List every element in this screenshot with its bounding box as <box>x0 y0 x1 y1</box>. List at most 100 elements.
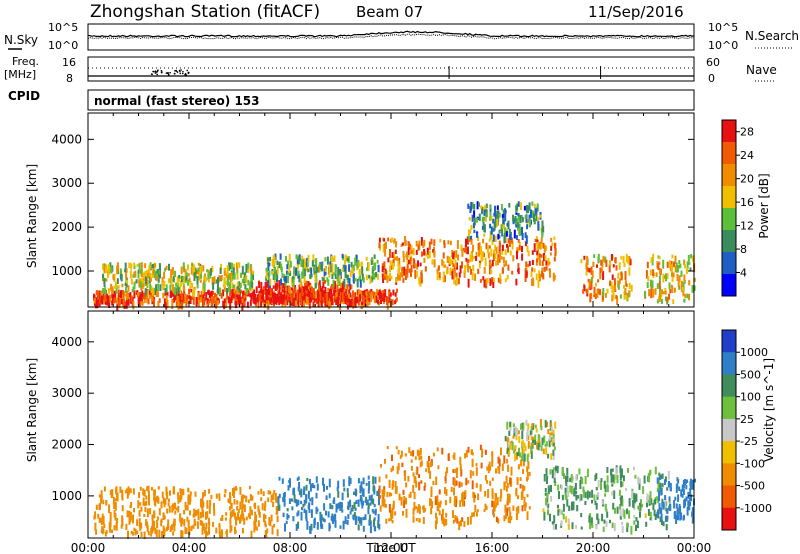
scatter-cell <box>260 488 263 495</box>
scatter-cell <box>647 472 650 482</box>
scatter-cell <box>552 429 555 435</box>
scatter-cell <box>436 268 439 274</box>
scatter-cell <box>119 486 122 493</box>
scatter-cell <box>558 508 561 513</box>
scatter-cell <box>280 278 283 286</box>
scatter-cell <box>173 293 176 300</box>
scatter-cell <box>641 503 644 508</box>
scatter-cell <box>352 275 355 284</box>
scatter-cell <box>114 297 117 303</box>
scatter-cell <box>677 479 680 484</box>
scatter-cell <box>648 289 651 297</box>
scatter-cell <box>229 273 232 280</box>
scatter-cell <box>504 240 507 244</box>
scatter-cell <box>263 299 266 303</box>
scatter-cell <box>297 486 300 492</box>
scatter-cell <box>266 528 269 534</box>
scatter-cell <box>484 257 487 267</box>
scatter-cell <box>173 523 176 532</box>
scatter-cell <box>489 235 492 240</box>
scatter-cell <box>605 508 608 512</box>
scatter-cell <box>380 299 382 304</box>
scatter-cell <box>381 273 384 278</box>
scatter-cell <box>285 520 288 524</box>
scatter-cell <box>437 502 440 511</box>
scatter-cell <box>509 250 512 256</box>
scatter-cell <box>354 257 357 266</box>
scatter-cell <box>680 280 683 290</box>
scatter-cell <box>484 204 487 210</box>
beam-label: Beam 07 <box>356 3 423 21</box>
scatter-cell <box>127 530 129 540</box>
scatter-cell <box>454 260 457 268</box>
scatter-cell <box>154 263 157 268</box>
scatter-cell <box>303 258 306 267</box>
scatter-cell <box>517 213 520 222</box>
scatter-cell <box>660 289 663 295</box>
scatter-cell <box>678 285 681 290</box>
scatter-cell <box>177 299 180 304</box>
scatter-cell <box>277 503 280 511</box>
scatter-cell <box>551 242 554 246</box>
scatter-cell <box>490 248 493 257</box>
scatter-cell <box>149 291 151 299</box>
scatter-cell <box>676 510 679 519</box>
scatter-cell <box>535 209 538 214</box>
scatter-cell <box>621 521 624 525</box>
scatter-cell <box>299 278 302 288</box>
scatter-cell <box>277 496 280 505</box>
scatter-cell <box>201 527 204 535</box>
scatter-cell <box>144 288 147 296</box>
scatter-cell <box>513 229 516 239</box>
colorbar-tick-label: 20 <box>740 173 754 186</box>
scatter-cell <box>119 268 122 274</box>
scatter-cell <box>492 253 495 261</box>
scatter-cell <box>375 291 378 299</box>
scatter-cell <box>197 299 200 308</box>
scatter-cell <box>658 281 661 290</box>
scatter-cell <box>407 247 410 255</box>
scatter-cell <box>136 530 139 535</box>
scatter-cell <box>213 502 215 511</box>
scatter-cell <box>470 235 473 240</box>
scatter-cell <box>493 513 495 518</box>
scatter-cell <box>394 256 397 261</box>
scatter-cell <box>362 290 365 295</box>
scatter-cell <box>453 264 456 272</box>
scatter-cell <box>301 299 304 307</box>
scatter-cell <box>394 300 397 305</box>
scatter-cell <box>167 502 170 507</box>
scatter-cell <box>346 506 349 509</box>
scatter-cell <box>362 525 365 532</box>
scatter-cell <box>124 262 127 269</box>
scatter-cell <box>285 275 288 284</box>
scatter-cell <box>499 242 501 248</box>
scatter-cell <box>141 283 144 290</box>
scatter-cell <box>626 525 629 533</box>
scatter-cell <box>112 292 114 302</box>
scatter-cell <box>502 219 505 227</box>
scatter-cell <box>296 264 299 268</box>
scatter-cell <box>234 486 237 491</box>
scatter-cell <box>558 491 560 500</box>
scatter-cell <box>267 497 270 502</box>
scatter-cell <box>519 477 522 481</box>
scatter-cell <box>523 205 526 211</box>
scatter-cell <box>104 531 107 537</box>
scatter-cell <box>460 520 462 527</box>
scatter-cell <box>311 497 314 506</box>
scatter-cell <box>144 276 147 284</box>
scatter-cell <box>412 472 415 477</box>
scatter-cell <box>617 272 620 279</box>
scatter-cell <box>403 266 406 276</box>
scatter-cell <box>401 462 404 468</box>
scatter-cell <box>517 222 520 231</box>
scatter-cell <box>635 493 638 502</box>
scatter-cell <box>620 480 623 488</box>
scatter-cell <box>689 488 692 496</box>
scatter-cell <box>216 285 219 293</box>
scatter-cell <box>478 249 481 255</box>
scatter-cell <box>343 283 346 292</box>
scatter-cell <box>144 506 147 512</box>
